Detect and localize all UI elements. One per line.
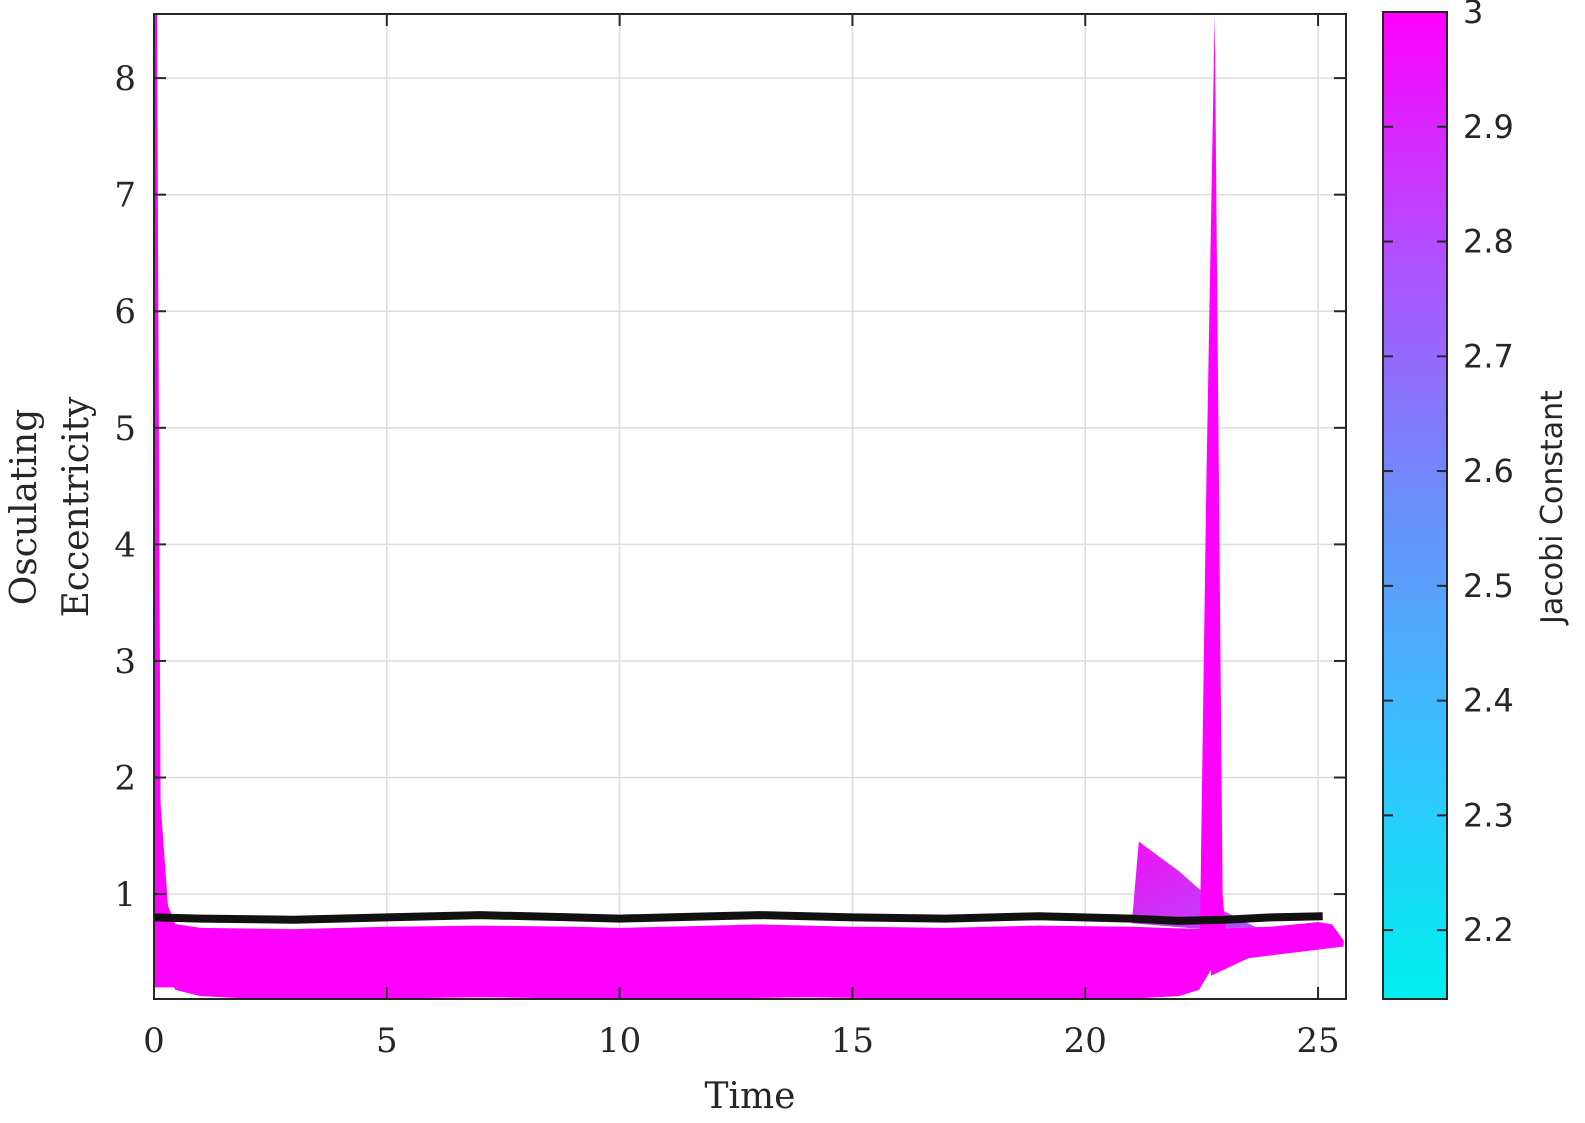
axis-ticks: [153, 14, 1346, 999]
colorbar-gradient-bar: [1382, 11, 1448, 1000]
colorbar-tick-label-2.4: 2.4: [1463, 682, 1514, 720]
y-tick-label-6: 6: [114, 292, 136, 332]
colorbar-tick-label-3: 3: [1463, 0, 1483, 31]
y-tick-label-3: 3: [114, 642, 136, 682]
x-tick-label-25: 25: [1296, 1021, 1339, 1061]
colorbar-tick-label-2.5: 2.5: [1463, 567, 1514, 605]
plot-area: [154, 14, 1344, 999]
colorbar-tick-label-2.9: 2.9: [1463, 108, 1514, 146]
colorbar-tick-label-2.3: 2.3: [1463, 796, 1514, 834]
y-axis-title-line-2: Eccentricity: [56, 396, 97, 617]
x-tick-label-15: 15: [831, 1021, 874, 1061]
y-tick-label-4: 4: [114, 525, 136, 565]
y-tick-label-8: 8: [114, 59, 136, 99]
y-axis-title-line-1: Osculating: [4, 409, 45, 606]
y-tick-label-1: 1: [114, 875, 136, 915]
y-axis-title: Osculating Eccentricity: [4, 396, 97, 617]
x-tick-label-5: 5: [376, 1021, 398, 1061]
y-tick-label-2: 2: [114, 759, 136, 799]
colorbar: 2.2 2.3 2.4 2.5 2.6 2.7 2.8 2.9 3 Jacobi Constan…: [1382, 0, 1570, 1000]
y-tick-label-7: 7: [114, 176, 136, 216]
axes-box: [153, 13, 1347, 1000]
band-edge-high-jacobi: [154, 14, 1214, 999]
x-tick-label-20: 20: [1064, 1021, 1107, 1061]
colorbar-tick-label-2.8: 2.8: [1463, 223, 1514, 261]
colorbar-title: Jacobi Constant: [1535, 390, 1570, 626]
x-tick-label-0: 0: [143, 1021, 165, 1061]
reference-line: [154, 911, 1323, 925]
colorbar-tick-label-2.2: 2.2: [1463, 911, 1514, 949]
band-main: [154, 14, 1344, 997]
y-tick-label-5: 5: [114, 409, 136, 449]
colorbar-ticks: 2.2 2.3 2.4 2.5 2.6 2.7 2.8 2.9 3: [1383, 0, 1514, 949]
colorbar-tick-label-2.6: 2.6: [1463, 452, 1514, 490]
grid: [153, 14, 1346, 999]
x-tick-labels: 0 5 10 15 20 25: [143, 1021, 1340, 1061]
x-axis-title: Time: [705, 1076, 796, 1117]
y-tick-labels: 1 2 3 4 5 6 7 8: [114, 59, 136, 915]
x-tick-label-10: 10: [598, 1021, 641, 1061]
colorbar-tick-label-2.7: 2.7: [1463, 337, 1514, 375]
spike-late: [1199, 14, 1228, 976]
